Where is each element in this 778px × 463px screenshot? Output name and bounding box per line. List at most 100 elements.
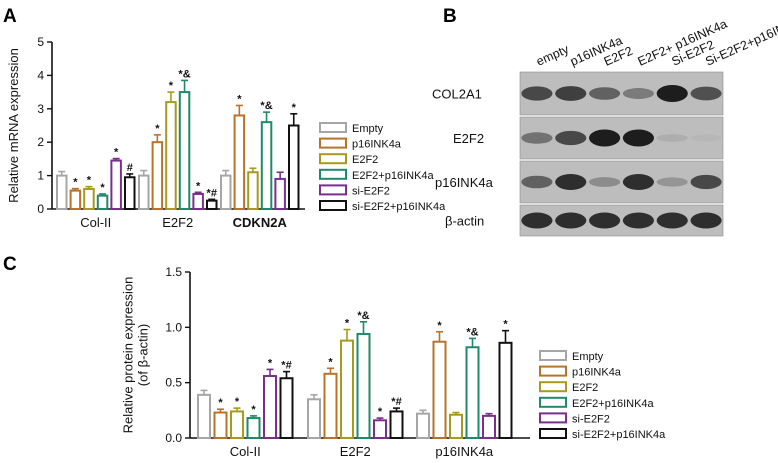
legend-label: si-E2F2+p16INK4a: [572, 429, 666, 441]
legend-label: E2F2: [352, 154, 378, 166]
significance-label: *: [345, 318, 350, 330]
legend-swatch: [319, 168, 347, 180]
x-category-label: CDKN2A: [233, 215, 288, 230]
bar: [178, 91, 191, 210]
blot-band: [555, 86, 587, 101]
bar: [233, 114, 246, 210]
significance-label: *: [328, 356, 333, 368]
blot-band: [555, 174, 587, 190]
y-axis-label: Relative protein expression(of β-actin): [121, 277, 151, 434]
significance-label: *#: [207, 187, 217, 199]
y-tick-label: 1.5: [165, 265, 182, 279]
bar: [96, 194, 109, 210]
bar: [373, 419, 387, 440]
significance-label: *: [155, 123, 160, 135]
x-category-label: E2F2: [340, 444, 371, 459]
legend-swatch: [319, 200, 347, 211]
bar: [124, 176, 136, 211]
legend-swatch: [319, 137, 347, 149]
blot-band: [656, 134, 688, 142]
legend-swatch: [539, 350, 567, 361]
significance-label: *: [292, 102, 297, 114]
bar: [498, 341, 513, 439]
blot-strip: [519, 71, 724, 116]
blot-band: [589, 87, 621, 100]
panel-c-letter: C: [3, 254, 17, 275]
y-axis-label: Relative mRNA expression: [6, 48, 21, 203]
significance-label: *: [218, 397, 223, 409]
blot-strip: [519, 204, 724, 237]
bar: [260, 121, 273, 210]
bar: [247, 171, 259, 210]
significance-label: *: [100, 182, 105, 194]
significance-label: *: [251, 404, 256, 416]
legend-label: Empty: [352, 123, 384, 135]
legend-swatch: [319, 122, 347, 133]
y-axis-label-line: Relative mRNA expression: [6, 48, 21, 203]
significance-label: *: [196, 180, 201, 192]
bar: [323, 372, 338, 439]
blot-band: [656, 177, 688, 187]
x-category-label: p16INK4a: [435, 444, 494, 459]
bar: [220, 174, 232, 211]
significance-label: *#: [391, 396, 401, 408]
blot-row-label: β-actin: [445, 214, 484, 229]
bar: [69, 189, 82, 211]
bar: [389, 410, 404, 440]
bar: [279, 377, 294, 439]
panel-a-letter: A: [3, 6, 17, 27]
significance-label: *#: [281, 360, 291, 372]
legend-swatch: [539, 381, 567, 393]
blot-row-label: COL2A1: [432, 87, 482, 102]
legend-label: E2F2+p16INK4a: [572, 398, 655, 410]
legend-swatch: [319, 184, 347, 196]
legend-label: p16INK4a: [352, 139, 402, 151]
blot-band: [555, 212, 587, 229]
bar: [110, 159, 122, 211]
legend-swatch: [539, 365, 567, 377]
legend-label: Empty: [572, 351, 604, 363]
significance-label: *&: [260, 100, 272, 112]
blot-row-label: p16INK4a: [435, 175, 494, 190]
blot-column-label: empty: [534, 42, 571, 69]
bar: [213, 411, 228, 439]
blot-band: [555, 130, 587, 146]
significance-label: *: [235, 396, 240, 408]
bar: [151, 141, 164, 210]
blot-band: [622, 212, 654, 229]
bar: [197, 393, 211, 439]
y-tick-label: 5: [37, 35, 44, 49]
y-tick-label: 0.5: [165, 376, 182, 390]
bar: [246, 417, 261, 439]
legend-swatch: [539, 412, 567, 424]
blot-band: [690, 86, 722, 101]
bar: [192, 192, 204, 211]
significance-label: *: [378, 406, 383, 418]
significance-label: *: [237, 93, 242, 105]
blot-band: [589, 212, 621, 229]
blot-band: [622, 174, 654, 190]
y-tick-label: 1: [37, 169, 44, 183]
bar: [165, 101, 177, 210]
bar: [230, 410, 244, 440]
significance-label: #: [127, 162, 133, 174]
bar: [482, 414, 496, 440]
bar: [307, 398, 321, 439]
panel-c-protein-chart: 0.0 0.5 1.0 1.5 Relative protein expression(…: [121, 265, 667, 459]
y-axis-label-line: (of β-actin): [136, 324, 151, 386]
blot-band: [690, 134, 722, 142]
blot-band: [622, 129, 654, 147]
significance-label: *&: [178, 68, 190, 80]
bar: [263, 375, 277, 440]
significance-label: *: [73, 177, 78, 189]
bar: [56, 174, 68, 211]
bar: [356, 332, 371, 439]
significance-label: *: [169, 80, 174, 92]
legend-label: si-E2F2: [572, 413, 610, 425]
blot-band: [622, 88, 654, 99]
blot-band: [656, 212, 688, 229]
legend-swatch: [539, 396, 567, 408]
